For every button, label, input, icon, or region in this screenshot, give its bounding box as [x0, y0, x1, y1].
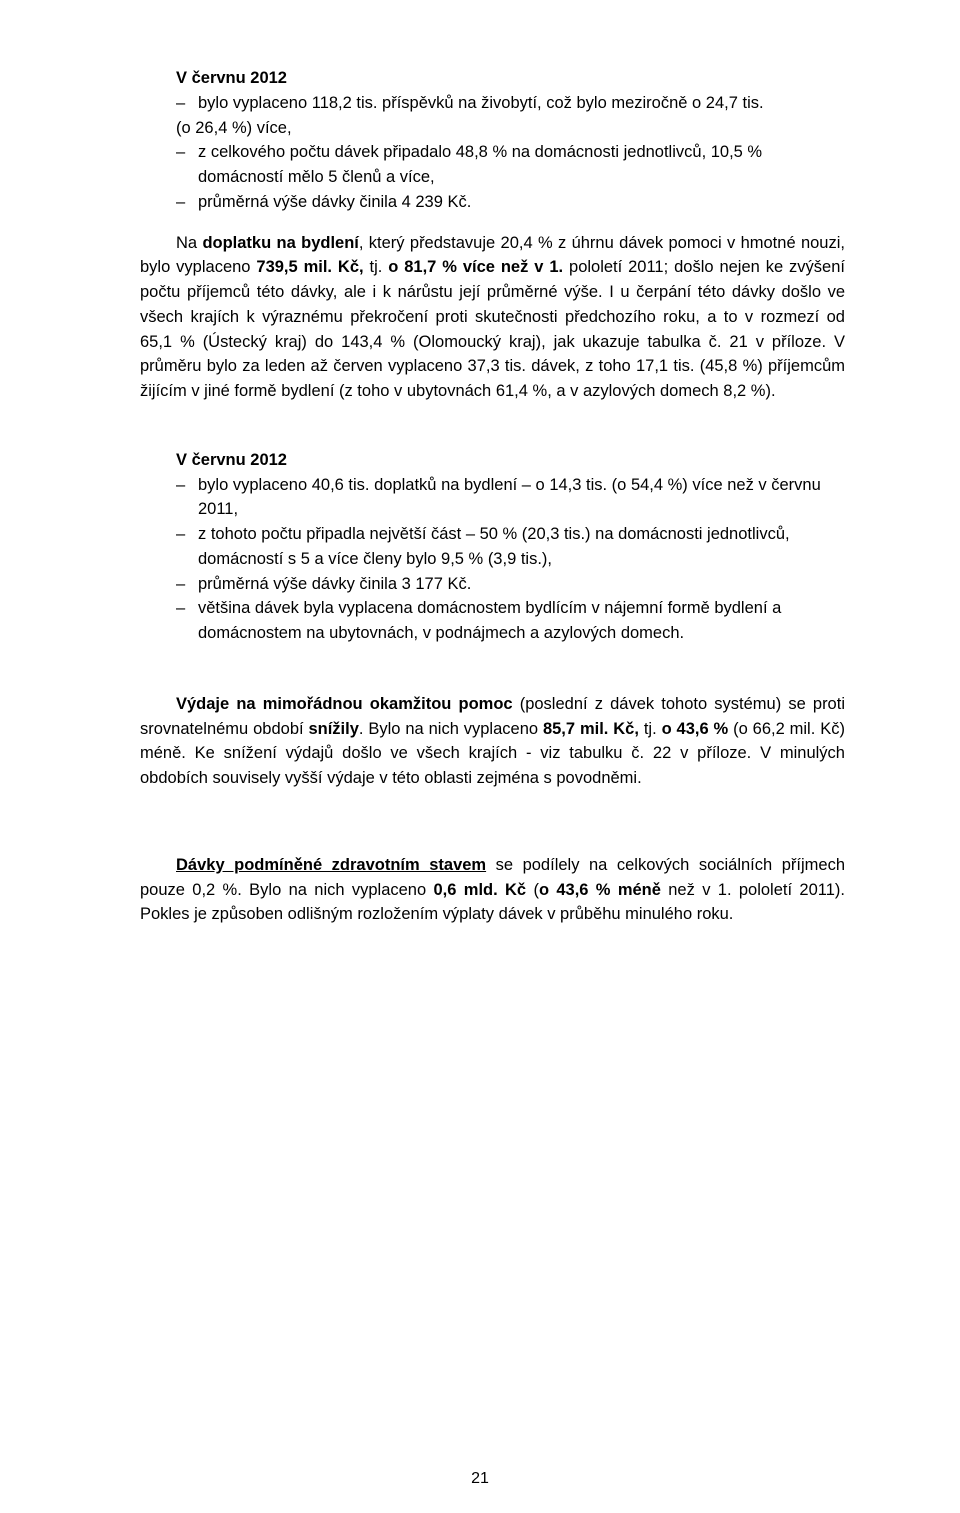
bullet-a1: bylo vyplaceno 118,2 tis. příspěvků na ž…	[176, 91, 845, 116]
text-bold: o 43,6 %	[662, 720, 729, 738]
bullet-b1: bylo vyplaceno 40,6 tis. doplatků na byd…	[176, 473, 845, 523]
bullet-b3: průměrná výše dávky činila 3 177 Kč.	[176, 572, 845, 597]
text-bold: snížily	[308, 720, 358, 738]
bullet-text: průměrná výše dávky činila 3 177 Kč.	[198, 575, 471, 593]
page: V červnu 2012 bylo vyplaceno 118,2 tis. …	[0, 0, 960, 1513]
bullet-text: bylo vyplaceno 118,2 tis. příspěvků na ž…	[198, 94, 764, 112]
paragraph-2: Výdaje na mimořádnou okamžitou pomoc (po…	[140, 692, 845, 791]
paragraph-3: Dávky podmíněné zdravotním stavem se pod…	[140, 853, 845, 927]
bullet-b2: z tohoto počtu připadla největší část – …	[176, 522, 845, 572]
paragraph-1: Na doplatku na bydlení, který představuj…	[140, 231, 845, 404]
text: pololetí 2011; došlo nejen ke zvýšení po…	[140, 258, 845, 400]
page-number: 21	[0, 1467, 960, 1491]
bullet-text: z celkového počtu dávek připadalo 48,8 %…	[198, 143, 762, 186]
text-bold: 0,6 mld. Kč	[434, 881, 527, 899]
bullet-b4: většina dávek byla vyplacena domácnostem…	[176, 596, 845, 646]
text: tj.	[364, 258, 389, 276]
text-bold: o 81,7 % více než v 1.	[388, 258, 563, 276]
bullets-a: bylo vyplaceno 118,2 tis. příspěvků na ž…	[176, 91, 845, 215]
bullet-text: většina dávek byla vyplacena domácnostem…	[198, 599, 781, 642]
bullet-text: bylo vyplaceno 40,6 tis. doplatků na byd…	[198, 476, 821, 519]
heading-june-2012-a: V červnu 2012	[176, 66, 845, 91]
text: Na	[176, 234, 202, 252]
bullet-a1b: (o 26,4 %) více,	[176, 116, 845, 141]
bullet-a3: průměrná výše dávky činila 4 239 Kč.	[176, 190, 845, 215]
text-bold: o 43,6 % méně	[539, 881, 661, 899]
text-bold: 85,7 mil. Kč,	[543, 720, 639, 738]
bullets-b: bylo vyplaceno 40,6 tis. doplatků na byd…	[176, 473, 845, 646]
text: tj.	[639, 720, 662, 738]
bullet-text: z tohoto počtu připadla největší část – …	[198, 525, 790, 568]
text: . Bylo na nich vyplaceno	[359, 720, 543, 738]
text-bold: Výdaje na mimořádnou okamžitou pomoc	[176, 695, 513, 713]
text-bold-underline: Dávky podmíněné zdravotním stavem	[176, 856, 486, 874]
text-bold: doplatku na bydlení	[202, 234, 358, 252]
text-bold: 739,5 mil. Kč,	[256, 258, 363, 276]
text: (	[526, 881, 539, 899]
bullet-text: průměrná výše dávky činila 4 239 Kč.	[198, 193, 471, 211]
bullet-a2: z celkového počtu dávek připadalo 48,8 %…	[176, 140, 845, 190]
heading-june-2012-b: V červnu 2012	[176, 448, 845, 473]
